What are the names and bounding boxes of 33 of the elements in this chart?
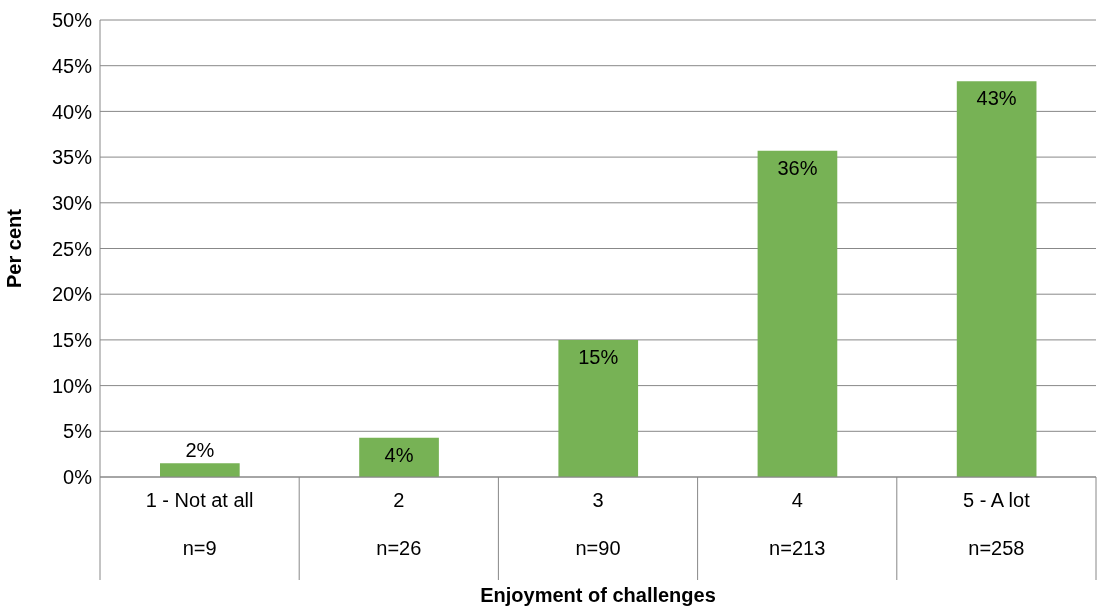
x-tick-label: 1 - Not at all [145, 489, 254, 511]
y-tick-label: 0% [63, 466, 93, 489]
bar [359, 437, 439, 477]
y-tick-label: 25% [51, 237, 93, 260]
y-tick-label: 20% [51, 283, 93, 306]
y-tick-label: 5% [63, 420, 93, 443]
text: n=258 [968, 537, 1025, 559]
text: n=90 [575, 537, 621, 559]
y-tick-label: 10% [51, 374, 93, 397]
x-axis-title: Enjoyment of challenges [480, 584, 716, 606]
text: n=26 [376, 537, 422, 559]
data-label: 43% [976, 87, 1017, 110]
data-label: 36% [777, 156, 818, 179]
x-tick-label: 5 - A lot [963, 489, 1031, 511]
y-tick-label: 30% [51, 191, 93, 214]
bar [558, 339, 639, 477]
bar [757, 150, 838, 477]
y-tick-label: 50% [51, 9, 93, 32]
data-label: 2% [185, 439, 215, 462]
text: n=9 [182, 537, 217, 559]
x-tick-label: 4 [791, 489, 803, 511]
y-axis-title: Per cent [3, 208, 26, 288]
bar [956, 81, 1037, 477]
x-tick-label: 3 [592, 489, 604, 511]
y-tick-label: 40% [51, 100, 93, 123]
data-label: 15% [578, 345, 619, 368]
data-label: 4% [384, 443, 414, 466]
x-tick-label: 2 [393, 489, 405, 511]
y-tick-label: 45% [51, 54, 93, 77]
y-tick-label: 35% [51, 146, 93, 169]
text: n=213 [769, 537, 826, 559]
bar [160, 463, 240, 477]
y-tick-label: 15% [51, 329, 93, 351]
